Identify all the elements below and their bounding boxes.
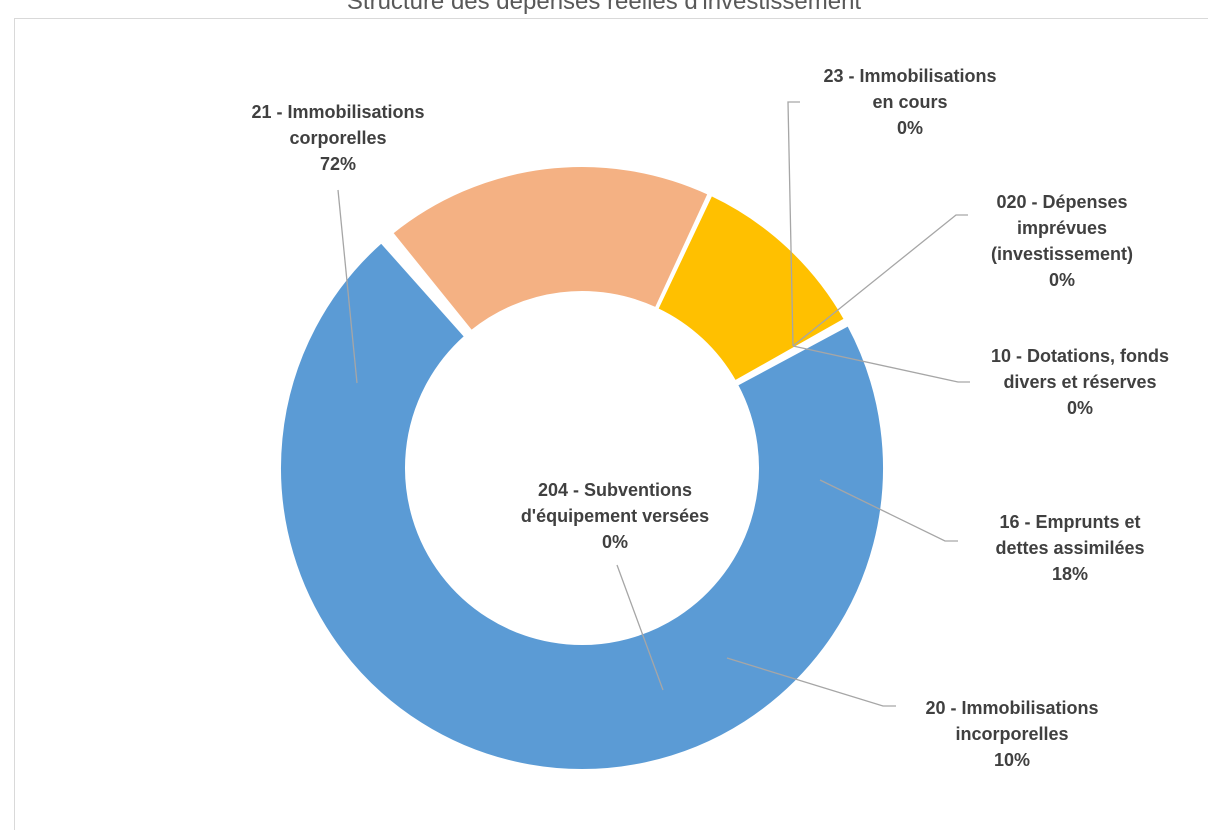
leader-line — [337, 189, 358, 384]
slice-data-label: 23 - Immobilisations en cours 0% — [823, 66, 996, 138]
slice-data-label: 21 - Immobilisations corporelles 72% — [251, 102, 424, 174]
leader-line — [616, 564, 664, 691]
donut-slice — [656, 193, 847, 383]
leader-line — [787, 101, 800, 347]
slice-data-label: 16 - Emprunts et dettes assimilées 18% — [995, 512, 1144, 584]
slice-data-label: 204 - Subventions d'équipement versées 0% — [521, 480, 709, 552]
donut-slice — [390, 165, 710, 333]
donut-slice — [382, 238, 469, 337]
donut-slice — [385, 236, 470, 336]
donut-slice — [734, 320, 849, 385]
chart-frame — [14, 18, 1208, 830]
leader-line — [726, 657, 896, 707]
slice-data-label: 20 - Immobilisations incorporelles 10% — [925, 698, 1098, 770]
slice-data-label: 020 - Dépenses imprévues (investissement) 0… — [991, 192, 1133, 290]
donut-slice — [279, 240, 885, 771]
leader-line — [819, 479, 958, 542]
chart-title: Structure des dépenses réelles d'investi… — [346, 0, 862, 15]
leader-line — [792, 345, 970, 383]
slice-data-label: 10 - Dotations, fonds divers et réserves 0… — [991, 346, 1169, 418]
leader-line — [792, 214, 968, 347]
donut-slice — [387, 233, 472, 334]
